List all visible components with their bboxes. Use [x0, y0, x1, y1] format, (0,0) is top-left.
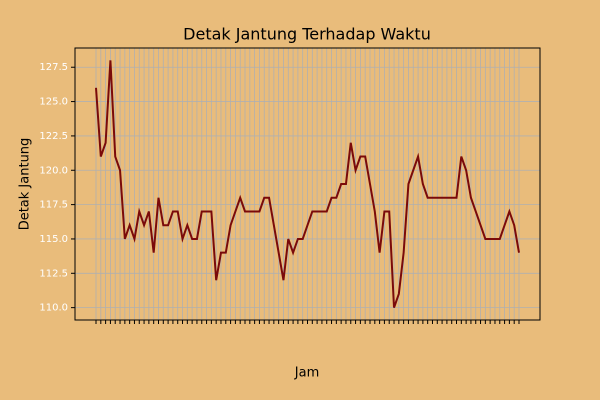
y-tick-label: 125.0 — [39, 97, 68, 108]
x-axis-label: Jam — [294, 366, 319, 381]
plot-frame — [74, 47, 541, 321]
data-line — [95, 60, 520, 308]
y-tick-label: 120.0 — [39, 165, 68, 176]
y-tick-label: 112.5 — [39, 268, 68, 279]
y-tick-label: 122.5 — [39, 131, 68, 142]
y-tick-label: 115.0 — [39, 234, 68, 245]
chart-title: Detak Jantung Terhadap Waktu — [183, 25, 431, 44]
y-tick-label: 127.5 — [39, 62, 68, 73]
y-tick-label: 110.0 — [39, 303, 68, 314]
y-axis-label: Detak Jantung — [18, 138, 33, 231]
y-tick-label: 117.5 — [39, 200, 68, 211]
